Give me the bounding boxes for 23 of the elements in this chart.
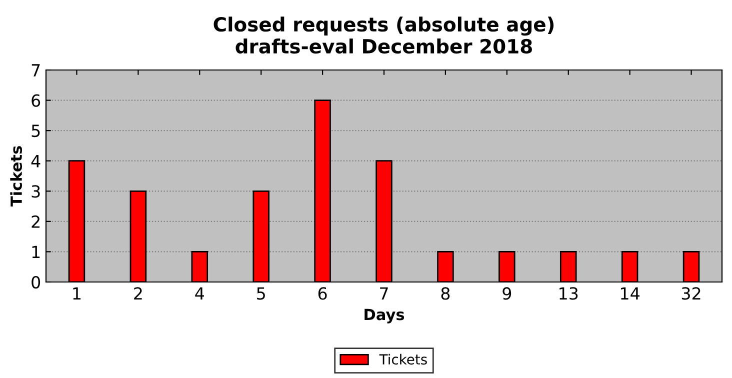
x-tick-label: 2 [134, 287, 142, 300]
y-tick-label: 5 [32, 124, 40, 138]
x-tick-label: 4 [195, 287, 204, 300]
x-tick-label: 14 [621, 287, 640, 300]
y-axis-title: Tickets [10, 146, 22, 207]
y-tick-label: 7 [32, 64, 40, 76]
x-tick-label: 1 [73, 287, 80, 300]
x-tick-label: 7 [380, 287, 388, 300]
x-tick-label: 8 [441, 287, 450, 300]
legend-label: Tickets [379, 354, 427, 365]
chart-title: Closed requests (absolute age) drafts-eval December 2018 [214, 16, 554, 54]
x-tick-label: 5 [257, 287, 265, 300]
y-tick-label: 2 [32, 215, 40, 228]
x-tick-label: 13 [560, 287, 578, 300]
y-tick-label: 4 [31, 155, 40, 168]
y-tick-label: 1 [32, 246, 40, 258]
x-axis-title: Days [364, 308, 404, 324]
y-tick-label: 6 [32, 94, 40, 107]
x-tick-label: 9 [502, 287, 512, 300]
x-tick-label: 32 [682, 287, 700, 300]
y-tick-label: 0 [32, 276, 40, 289]
y-tick-label: 3 [32, 185, 40, 198]
x-tick-label: 6 [318, 287, 327, 300]
